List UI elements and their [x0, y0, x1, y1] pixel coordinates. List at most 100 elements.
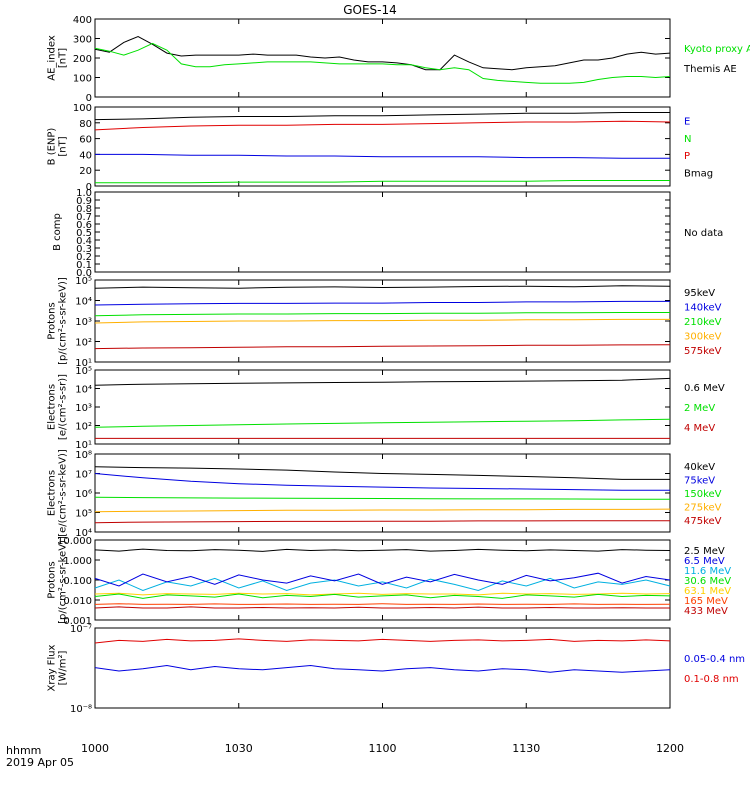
legend-entry: 95keV	[684, 288, 715, 299]
panel-prot2: 0.001 0.010 0.100 1.000 10.000 Protons [p/(cm²…	[47, 536, 732, 627]
series-line-0-6-mev	[94, 377, 671, 386]
y-tick-label: 300	[73, 35, 92, 46]
y-axis-label: B comp	[52, 213, 63, 251]
time-axis: 1000 1030 1100 1130 1200	[81, 742, 684, 755]
y-tick-label: 10³	[75, 403, 92, 414]
panel-frame	[94, 191, 671, 273]
legend-entry: 165 MeV	[684, 596, 728, 607]
date-label: 2019 Apr 05	[6, 756, 74, 769]
y-tick-label: 0.7	[76, 212, 92, 223]
y-axis-label: Protons	[47, 561, 58, 598]
y-tick-label: 0.1	[76, 260, 92, 271]
legend-entry: N	[684, 134, 691, 145]
series-line-2-mev	[94, 418, 671, 428]
panel-bcomp: 0.00.10.20.30.40.50.60.70.80.91.0 B comp N…	[52, 188, 723, 279]
y-tick-label: 10¹	[75, 440, 92, 451]
y-axis-label: [W/m²]	[58, 650, 69, 685]
legend-entry: 63.1 MeV	[684, 586, 731, 597]
legend-entry: E	[684, 117, 690, 128]
legend-entry: 475keV	[684, 516, 722, 527]
y-axis-label: [e/(cm²-s-sr-keV)]	[58, 449, 69, 537]
x-tick-label: 1030	[225, 742, 253, 755]
series-line-6-5-mev	[94, 572, 671, 587]
y-axis-label: AE_index	[47, 35, 58, 81]
y-axis-label: [nT]	[58, 48, 69, 68]
y-tick-label: 0.010	[63, 596, 92, 607]
y-tick-label: 10⁵	[75, 509, 92, 520]
legend-entry: 300keV	[684, 331, 722, 342]
y-axis-label: Electrons	[47, 470, 58, 516]
series-line-75kev	[94, 473, 670, 491]
y-axis-label: Xray Flux	[47, 644, 58, 691]
y-tick-label: 10¹	[75, 358, 92, 369]
legend-entry: 0.05-0.4 nm	[684, 654, 745, 665]
y-tick-label: 0.4	[76, 236, 92, 247]
legend-entry: 150keV	[684, 489, 722, 500]
panel-frame	[94, 18, 671, 98]
y-tick-label: 400	[73, 15, 92, 26]
series-line-0-1-0-8-nm	[94, 638, 671, 644]
panel-b: 0 20 40 60 80 100 B (ENP) [nT] ENP Bmag	[47, 103, 714, 193]
y-tick-label: 0.2	[76, 252, 92, 263]
y-tick-label: 80	[79, 119, 92, 130]
panel-xray: 10⁻⁸ 10⁻⁷ Xray Flux [W/m²] 0.05-0.4 nm 0.1-0.…	[47, 624, 746, 715]
x-tick-label: 1100	[369, 742, 397, 755]
legend-entry: 75keV	[684, 475, 715, 486]
panel-elec1: 10¹ 10² 10³ 10⁴ 10⁵ Electrons [e/(cm²-s-sr)] 0.…	[47, 366, 725, 451]
y-axis-label: [p/(cm²-s-sr-keV)]	[58, 277, 69, 365]
no-data-note: No data	[684, 228, 723, 239]
series-line-95kev	[94, 285, 671, 289]
y-tick-label: 0.0	[76, 268, 92, 279]
series-line-575kev	[94, 344, 671, 350]
y-axis-label: Electrons	[47, 384, 58, 430]
series-line-kyoto-proxy-ae	[94, 42, 671, 84]
y-tick-label: 10⁵	[75, 276, 92, 287]
series-line-e	[95, 153, 670, 159]
y-tick-label: 0.100	[63, 576, 92, 587]
legend-entry: 140keV	[684, 303, 722, 314]
legend-entry: Themis AE	[683, 64, 737, 75]
y-tick-label: 0.001	[63, 616, 92, 627]
series-line-n	[95, 180, 670, 184]
y-tick-label: 10⁶	[75, 489, 92, 500]
legend-entry: 40keV	[684, 462, 715, 473]
y-tick-label: 0.5	[76, 228, 92, 239]
legend-entry: 0.6 MeV	[684, 383, 725, 394]
y-tick-label: 40	[79, 150, 92, 161]
y-tick-label: 0.9	[76, 196, 92, 207]
y-tick-label: 200	[73, 54, 92, 65]
y-tick-label: 10³	[75, 317, 92, 328]
panel-ae: 0 100 200 300 400 AE_index[nT] Kyoto proxy AE T…	[47, 15, 750, 104]
y-tick-label: 0.8	[76, 204, 92, 215]
legend-entry: 6.5 MeV	[684, 556, 725, 567]
y-tick-label: 60	[79, 135, 92, 146]
legend-entry: 575keV	[684, 346, 722, 357]
legend-entry: 11.6 MeV	[684, 566, 731, 577]
legend-entry: Kyoto proxy AE	[684, 44, 750, 55]
x-tick-label: 1000	[81, 742, 109, 755]
panel-pprot: 10¹ 10² 10³ 10⁴ 10⁵ Protons [p/(cm²-s-sr-keV)]…	[47, 276, 722, 369]
y-tick-label: 10²	[75, 422, 92, 433]
y-axis-label: [p/(cm²-s-sr-keV)]	[58, 536, 69, 624]
y-axis-label: B (ENP)	[47, 128, 58, 166]
panel-frame	[94, 106, 671, 187]
series-line-433-mev	[94, 606, 670, 609]
legend-entry: Bmag	[684, 168, 713, 179]
x-tick-label: 1200	[656, 742, 684, 755]
legend-entry: 4 MeV	[684, 423, 715, 434]
series-line-themis-ae	[94, 35, 671, 71]
y-tick-label: 10⁴	[75, 297, 92, 308]
y-tick-label: 10⁵	[75, 366, 92, 377]
legend-entry: 275keV	[684, 503, 722, 514]
series-line-140kev	[94, 300, 670, 306]
series-line-300kev	[94, 318, 670, 324]
series-line-475kev	[94, 520, 670, 524]
series-line-30-6-mev	[94, 593, 671, 599]
y-tick-label: 20	[79, 166, 92, 177]
time-axis-label: hhmm	[6, 744, 41, 757]
y-tick-label: 10⁻⁸	[70, 704, 92, 715]
y-tick-label: 0.6	[76, 220, 92, 231]
legend-entry: P	[684, 151, 690, 162]
